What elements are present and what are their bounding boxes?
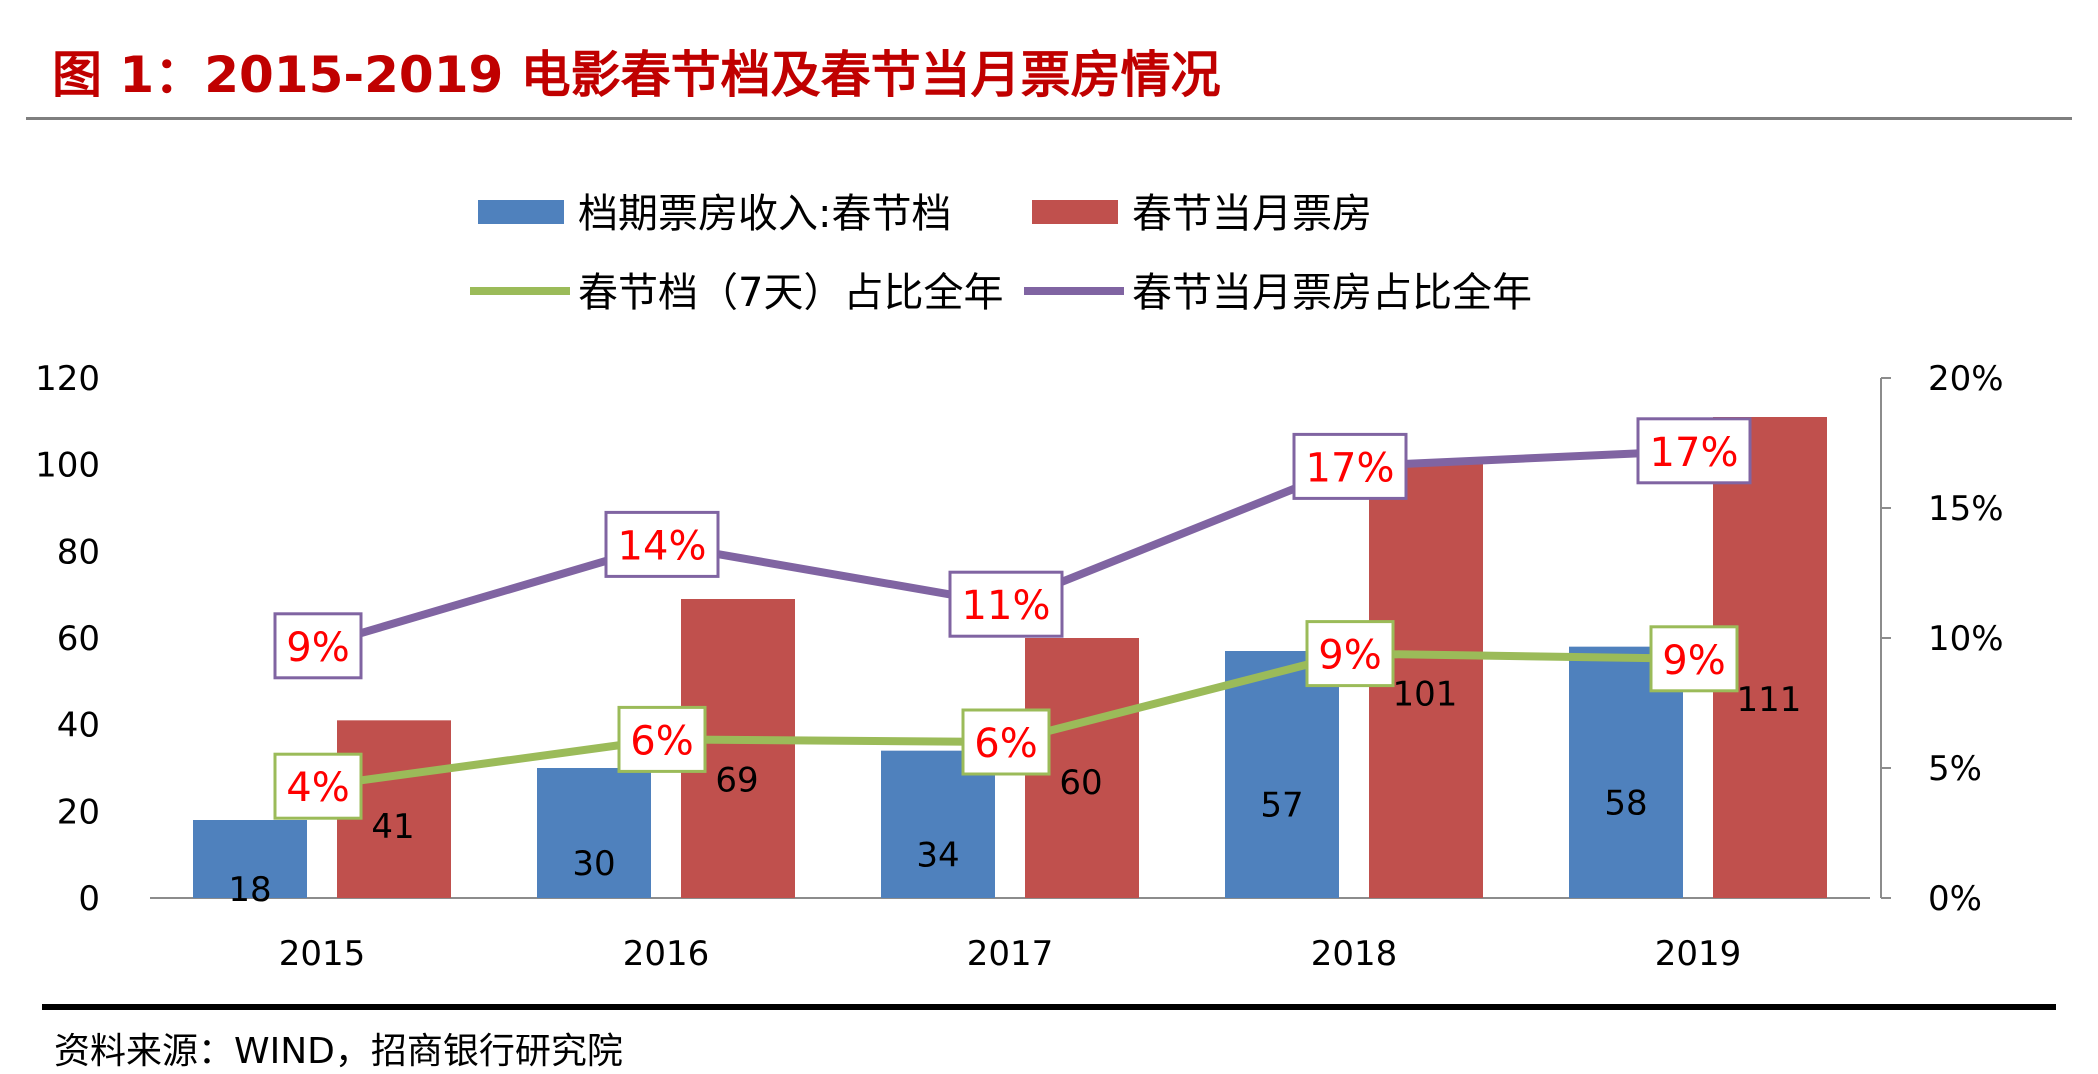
x-tick-label: 2015 [279, 934, 366, 974]
source-note: 资料来源：WIND，招商银行研究院 [54, 1031, 623, 1072]
pct-label-box [1292, 432, 1408, 500]
bar-value-label: 57 [1260, 786, 1303, 826]
bar-spring-festival [1225, 651, 1339, 898]
bar-value-label: 30 [572, 844, 615, 884]
pct-label: 4% [286, 765, 349, 811]
pct-label-box [273, 612, 363, 680]
legend-swatch [1032, 200, 1118, 224]
pct-label-box [1649, 625, 1739, 693]
figure-title: 图 1：2015-2019 电影春节档及春节当月票房情况 [52, 46, 1221, 104]
y-tick-label: 60 [57, 619, 100, 659]
axes: 0 20 40 60 80 100 120 0% 5% 10% 15% 20% 2015 2016 2017… [35, 359, 2003, 974]
y-tick-label: 80 [57, 532, 100, 572]
legend-label: 档期票房收入:春节档 [578, 191, 951, 237]
pct-label-box [1636, 417, 1752, 485]
pct-label-box [961, 708, 1051, 776]
bar-value-label: 41 [371, 807, 414, 847]
y-tick-label: 100 [35, 446, 100, 486]
pct-label: 6% [974, 721, 1037, 767]
y-tick-label: 0 [78, 879, 100, 919]
pct-label-box [617, 705, 707, 773]
pct-label: 9% [286, 625, 349, 671]
pct-label: 6% [630, 718, 693, 764]
bar-value-label: 111 [1737, 680, 1802, 720]
bar-value-label: 60 [1059, 763, 1102, 803]
bar-value-label: 34 [916, 835, 959, 875]
legend-label: 春节当月票房占比全年 [1132, 270, 1532, 316]
y-tick-label: 120 [35, 359, 100, 399]
y2-tick-label: 20% [1928, 359, 2004, 399]
bar-spring-festival [193, 820, 307, 898]
bar-value-label: 18 [228, 870, 271, 910]
legend-swatch [478, 200, 564, 224]
data-labels: 18 41 30 69 34 60 57 101 58 111 4% 6% 6% 9% 9% 9% 14% 11%… [228, 417, 1802, 910]
pct-label: 9% [1318, 633, 1381, 679]
x-tick-label: 2018 [1311, 934, 1398, 974]
title-divider [26, 117, 2072, 120]
y2-tick-label: 5% [1928, 749, 1982, 789]
pct-label: 9% [1662, 638, 1725, 684]
pct-label-box [948, 570, 1064, 638]
legend-label: 春节档（7天）占比全年 [578, 270, 1003, 316]
pct-label: 17% [1650, 430, 1739, 476]
bar-value-label: 58 [1604, 783, 1647, 823]
y-tick-label: 40 [57, 706, 100, 746]
pct-label-box [1305, 620, 1395, 688]
y-tick-label: 20 [57, 792, 100, 832]
pct-label: 14% [618, 523, 707, 569]
x-tick-label: 2017 [967, 934, 1054, 974]
legend-label: 春节当月票房 [1132, 191, 1372, 237]
bar-value-label: 69 [715, 760, 758, 800]
pct-label: 17% [1306, 445, 1395, 491]
bottom-divider [42, 1004, 2056, 1010]
y2-tick-label: 15% [1928, 489, 2004, 529]
pct-label-box [604, 510, 720, 578]
y2-tick-label: 10% [1928, 619, 2004, 659]
y2-tick-label: 0% [1928, 879, 1982, 919]
pct-label: 11% [962, 583, 1051, 629]
x-tick-label: 2016 [623, 934, 710, 974]
x-tick-label: 2019 [1655, 934, 1742, 974]
bar-spring-festival [537, 768, 651, 898]
pct-label-box [273, 752, 363, 820]
bar-value-label: 101 [1393, 675, 1458, 715]
